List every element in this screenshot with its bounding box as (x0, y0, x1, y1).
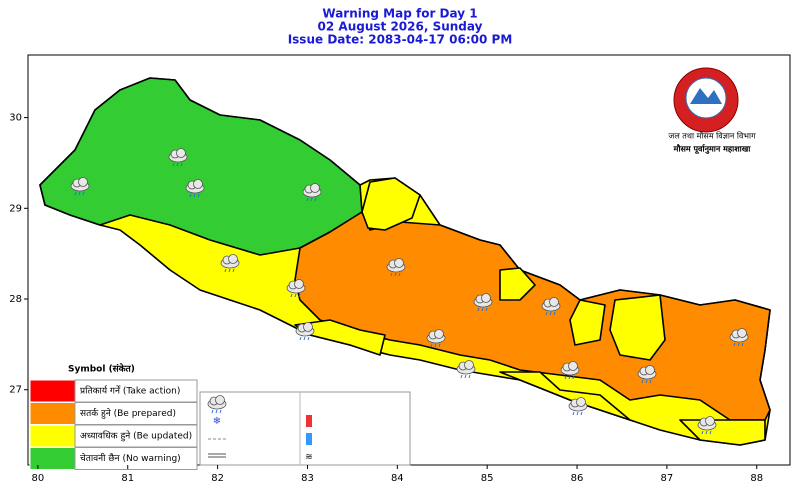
cold-icon (306, 433, 312, 445)
region-updated (609, 294, 666, 361)
legend-label: अध्यावधिक हुने (Be updated) (80, 430, 192, 442)
x-tick-label: 85 (481, 473, 494, 484)
wind-icon: ≋ (305, 453, 313, 463)
title-line: Warning Map for Day 1 (322, 7, 477, 21)
snow-icon: ❄ (213, 416, 221, 427)
title-line: Issue Date: 2083-04-17 06:00 PM (288, 33, 513, 47)
logo-text: मौसम पूर्वानुमान महाशाखा (673, 144, 752, 155)
region-updated (569, 299, 606, 346)
y-tick-label: 30 (9, 113, 22, 124)
x-tick-label: 82 (211, 473, 224, 484)
x-tick-label: 88 (750, 473, 763, 484)
legend-label: प्रतिकार्य गर्नें (Take action) (80, 385, 180, 397)
x-tick-label: 84 (391, 473, 404, 484)
x-tick-label: 87 (661, 473, 674, 484)
y-tick-label: 28 (9, 294, 22, 305)
heat-icon (306, 415, 312, 427)
symbol-panel: ❄ ≋ (199, 391, 411, 466)
region-updated (499, 371, 631, 421)
y-tick-label: 29 (9, 203, 22, 214)
x-tick-label: 83 (301, 473, 314, 484)
y-tick-label: 27 (9, 385, 22, 396)
legend-swatch (29, 424, 76, 448)
legend-label: चेतावनी छैन (No warning) (80, 452, 181, 464)
logo: जल तथा मौसम विज्ञान विभाग मौसम पूर्वानुम… (668, 67, 756, 155)
legend-swatch (29, 447, 76, 470)
logo-text: जल तथा मौसम विज्ञान विभाग (668, 131, 756, 141)
region-no-warning (39, 77, 363, 256)
x-tick-label: 81 (121, 473, 134, 484)
x-tick-label: 80 (32, 473, 45, 484)
region-prepared (294, 211, 771, 421)
region-updated (679, 419, 766, 446)
region-updated (499, 267, 536, 301)
region-updated (294, 319, 386, 356)
legend-swatch (29, 379, 76, 403)
legend-label: सतर्क हुने (Be prepared) (80, 407, 176, 419)
legend-title: Symbol (संकेत) (68, 363, 135, 375)
legend-swatch (29, 402, 76, 425)
region-updated (361, 177, 421, 231)
symbol-box (199, 391, 411, 466)
legend-label-box (74, 447, 198, 470)
x-tick-label: 86 (571, 473, 584, 484)
emblem-mountain (690, 88, 722, 104)
axes: 80 81 82 83 84 85 86 87 88 27 28 29 30 (9, 113, 763, 484)
title-line: 02 August 2026, Sunday (318, 20, 483, 34)
